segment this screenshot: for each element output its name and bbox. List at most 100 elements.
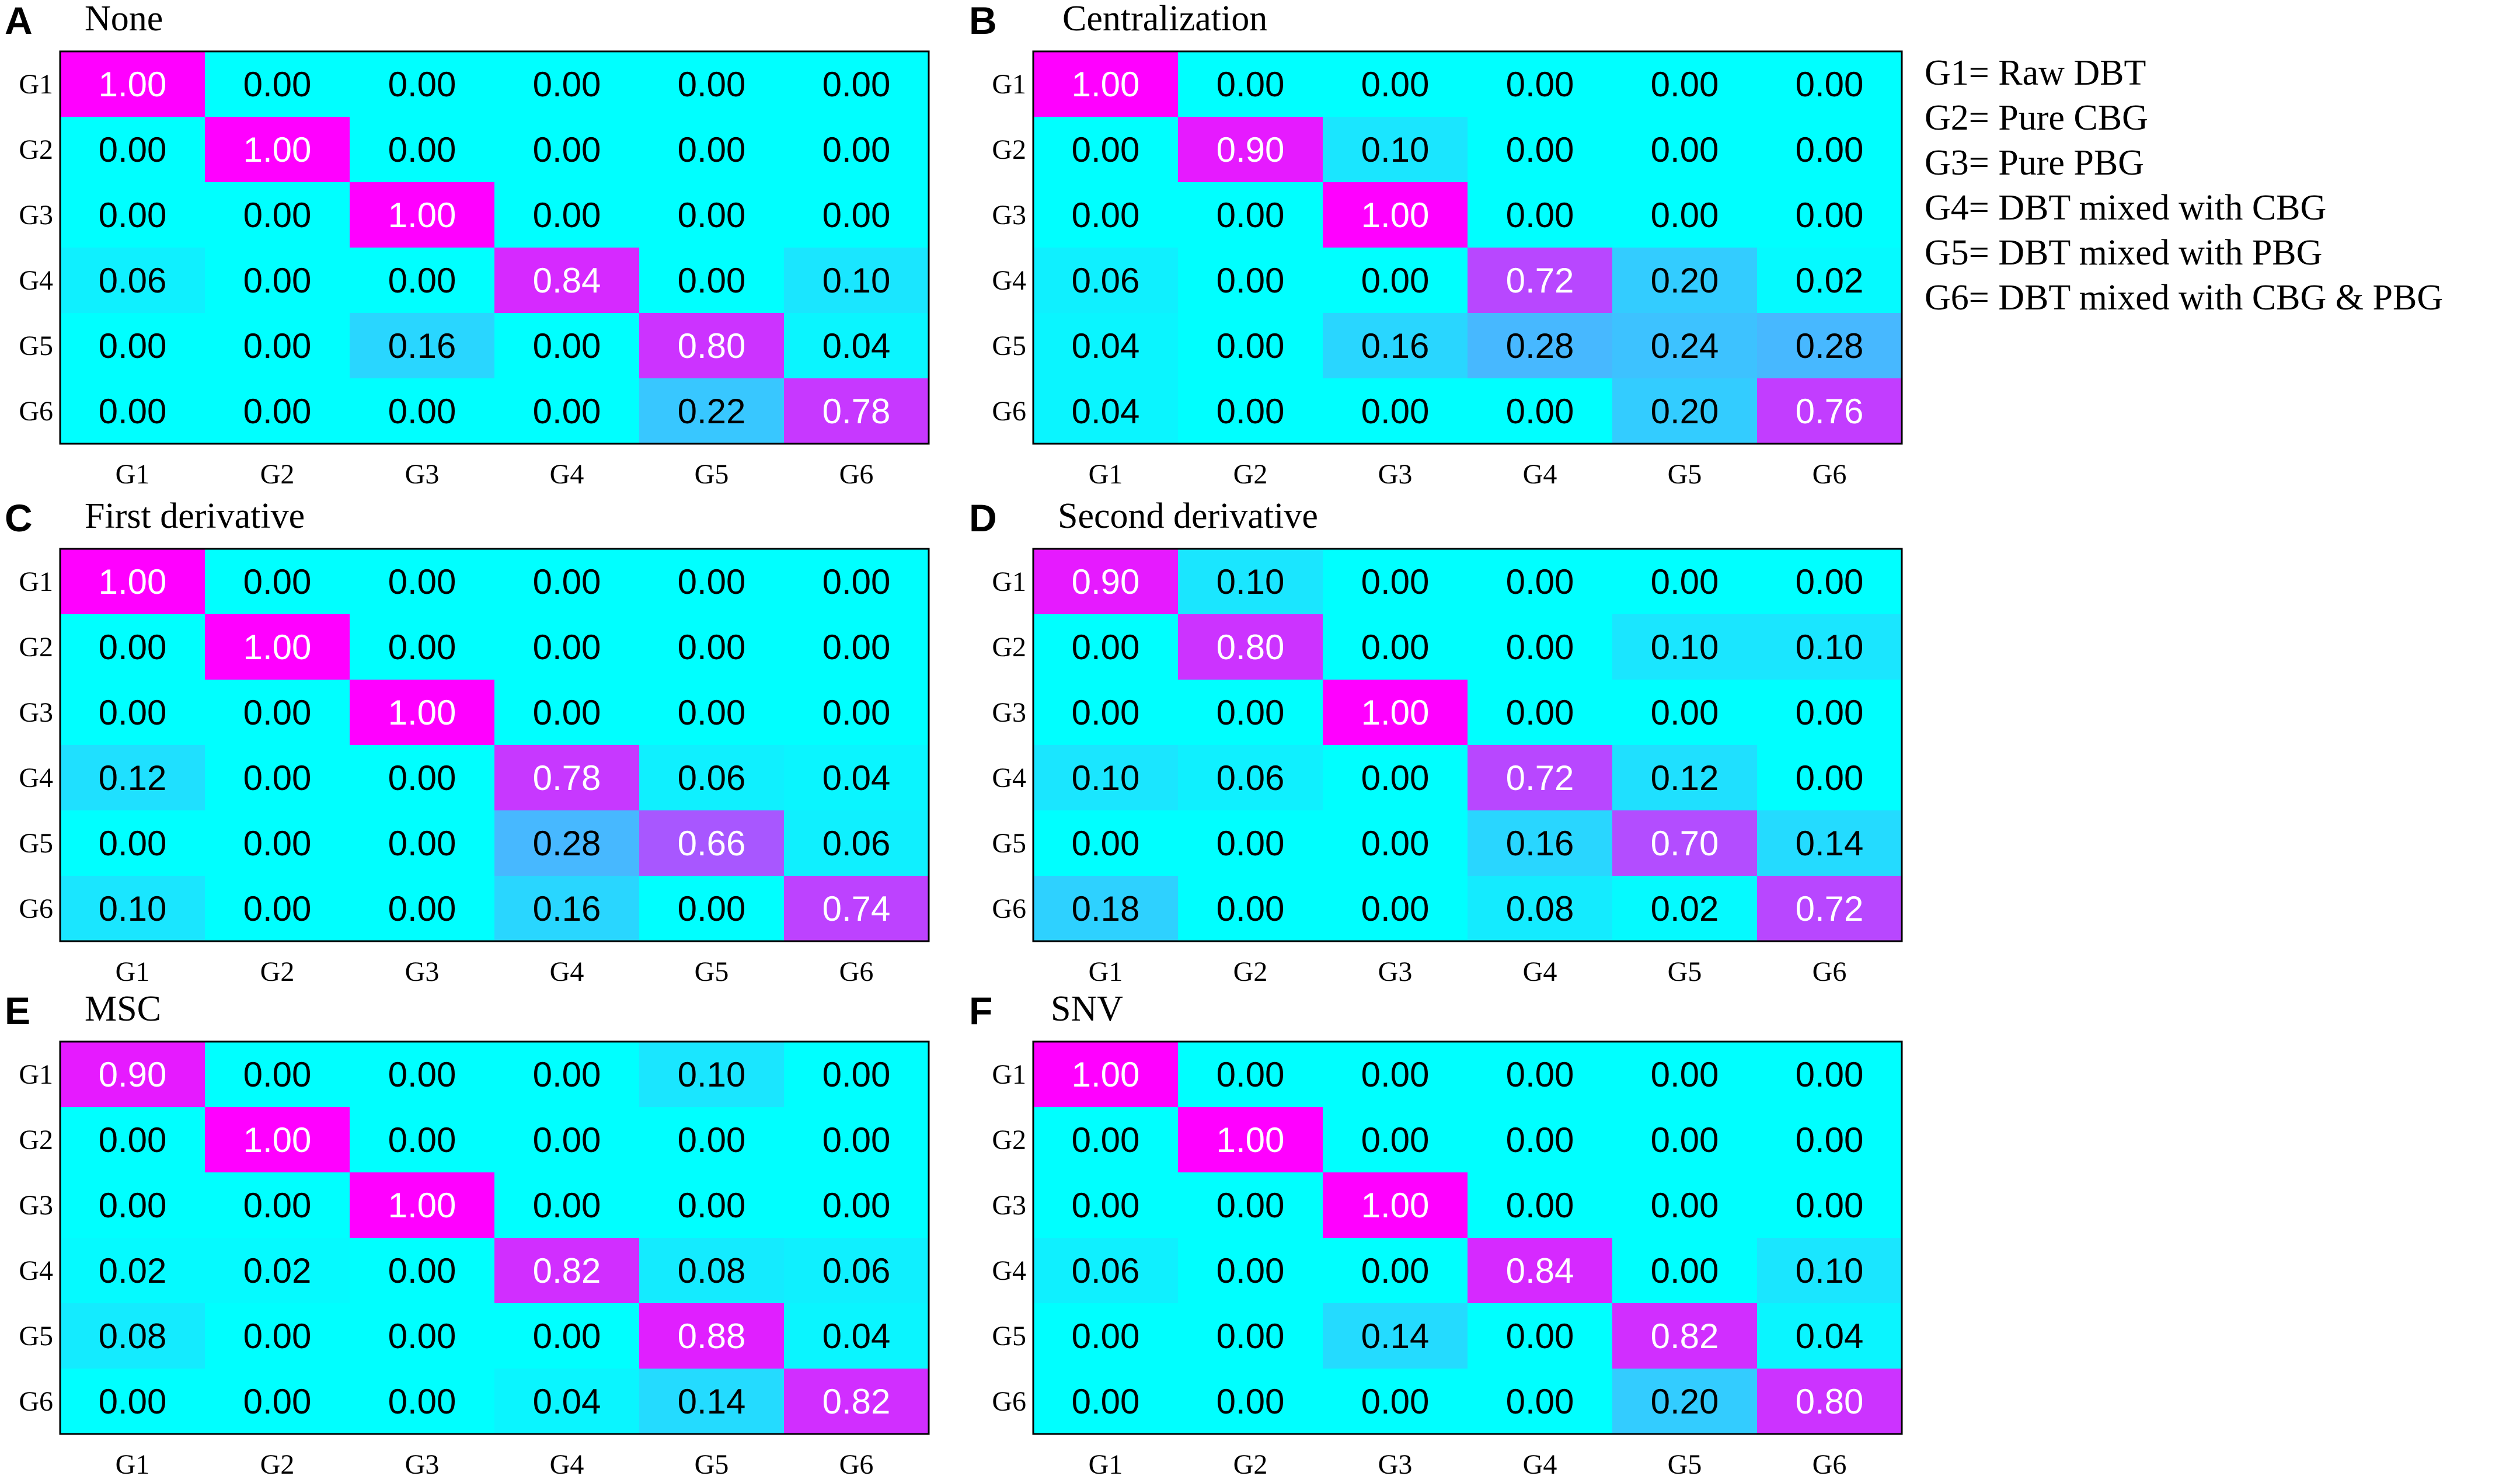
col-label-c-3: G3 <box>405 956 440 987</box>
heatmap-cell-e-r1-c5 <box>639 1042 785 1108</box>
row-label-c-4: G4 <box>19 763 53 793</box>
heatmap-cell-b-r3-c3 <box>1323 182 1468 248</box>
col-label-e-2: G2 <box>260 1449 295 1476</box>
heatmap-cell-f-r2-c1 <box>1033 1107 1179 1173</box>
cell-value-f-r5-c1: 0.00 <box>1072 1317 1140 1356</box>
cell-value-a-r1-c4: 0.00 <box>533 65 601 104</box>
cell-value-c-r2-c1: 0.00 <box>99 628 167 667</box>
heatmap-cell-b-r2-c2 <box>1178 117 1323 183</box>
cell-value-d-r6-c2: 0.00 <box>1217 889 1285 928</box>
cell-value-f-r6-c6: 0.80 <box>1796 1382 1864 1421</box>
heatmap-cell-c-r1-c4 <box>494 549 640 615</box>
heatmap-cell-f-r2-c2 <box>1178 1107 1323 1173</box>
cell-value-b-r3-c6: 0.00 <box>1796 196 1864 235</box>
cell-value-d-r3-c1: 0.00 <box>1072 693 1140 732</box>
heatmap-cell-c-r1-c1 <box>60 549 205 615</box>
heatmap-cell-d-r6-c5 <box>1612 876 1758 942</box>
cell-value-f-r1-c3: 0.00 <box>1361 1055 1430 1094</box>
heatmap-cell-f-r4-c5 <box>1612 1238 1758 1304</box>
cell-value-e-r5-c6: 0.04 <box>822 1317 891 1356</box>
cell-value-d-r4-c1: 0.10 <box>1072 758 1140 798</box>
cell-value-c-r3-c2: 0.00 <box>243 693 312 732</box>
heatmap-cell-e-r4-c3 <box>350 1238 495 1304</box>
cell-value-a-r5-c1: 0.00 <box>99 326 167 365</box>
panel-letter-a: A <box>5 0 33 42</box>
heatmap-cell-d-r1-c3 <box>1323 549 1468 615</box>
row-label-d-1: G1 <box>992 566 1026 597</box>
heatmap-cell-d-r1-c4 <box>1468 549 1613 615</box>
row-label-b-1: G1 <box>992 69 1026 100</box>
col-label-a-5: G5 <box>695 459 729 490</box>
col-label-b-4: G4 <box>1523 459 1557 490</box>
heatmap-cell-e-r1-c4 <box>494 1042 640 1108</box>
cell-value-f-r4-c2: 0.00 <box>1217 1251 1285 1290</box>
cell-value-c-r5-c2: 0.00 <box>243 824 312 863</box>
heatmap-cell-e-r6-c6 <box>784 1369 929 1435</box>
heatmap-cell-b-r3-c6 <box>1757 182 1902 248</box>
heatmap-cell-a-r3-c2 <box>205 182 350 248</box>
row-label-f-4: G4 <box>992 1255 1026 1286</box>
heatmap-cell-c-r4-c4 <box>494 745 640 811</box>
heatmap-cell-a-r1-c3 <box>350 51 495 117</box>
heatmap-cell-a-r3-c6 <box>784 182 929 248</box>
heatmap-cell-b-r5-c4 <box>1468 313 1613 379</box>
heatmap-cell-d-r1-c5 <box>1612 549 1758 615</box>
heatmap-cell-d-r4-c2 <box>1178 745 1323 811</box>
heatmap-cell-a-r2-c3 <box>350 117 495 183</box>
cell-value-b-r1-c4: 0.00 <box>1506 65 1574 104</box>
cell-value-b-r5-c2: 0.00 <box>1217 326 1285 365</box>
heatmap-cell-a-r5-c5 <box>639 313 785 379</box>
cell-value-f-r4-c1: 0.06 <box>1072 1251 1140 1290</box>
heatmap-cell-a-r3-c5 <box>639 182 785 248</box>
cell-value-f-r3-c2: 0.00 <box>1217 1186 1285 1225</box>
cell-value-a-r2-c1: 0.00 <box>99 130 167 169</box>
cell-value-b-r6-c6: 0.76 <box>1796 392 1864 431</box>
heatmap-cell-f-r4-c2 <box>1178 1238 1323 1304</box>
cell-value-b-r3-c1: 0.00 <box>1072 196 1140 235</box>
cell-value-b-r2-c5: 0.00 <box>1651 130 1719 169</box>
heatmap-cell-b-r6-c2 <box>1178 378 1323 444</box>
panel-letter-b: B <box>969 0 997 42</box>
heatmap-cell-a-r2-c5 <box>639 117 785 183</box>
cell-value-f-r3-c3: 1.00 <box>1361 1186 1430 1225</box>
heatmap-cell-f-r6-c1 <box>1033 1369 1179 1435</box>
heatmap-cell-b-r6-c6 <box>1757 378 1902 444</box>
heatmap-cell-c-r2-c3 <box>350 614 495 680</box>
row-label-d-4: G4 <box>992 763 1026 793</box>
heatmap-cell-e-r5-c3 <box>350 1303 495 1369</box>
cell-value-a-r3-c2: 0.00 <box>243 196 312 235</box>
heatmap-cell-a-r3-c3 <box>350 182 495 248</box>
heatmap-cell-f-r6-c2 <box>1178 1369 1323 1435</box>
heatmap-cell-e-r5-c6 <box>784 1303 929 1369</box>
heatmap-cell-b-r2-c5 <box>1612 117 1758 183</box>
heatmap-cell-f-r1-c3 <box>1323 1042 1468 1108</box>
cell-value-e-r1-c6: 0.00 <box>822 1055 891 1094</box>
cell-value-e-r6-c6: 0.82 <box>822 1382 891 1421</box>
col-label-f-5: G5 <box>1668 1449 1702 1476</box>
heatmap-cell-c-r5-c4 <box>494 810 640 876</box>
heatmap-cell-e-r4-c5 <box>639 1238 785 1304</box>
cell-value-a-r6-c4: 0.00 <box>533 392 601 431</box>
heatmap-cell-c-r4-c2 <box>205 745 350 811</box>
heatmap-cell-d-r3-c5 <box>1612 680 1758 746</box>
heatmap-border-f <box>1032 1040 1903 1435</box>
cell-value-e-r3-c4: 0.00 <box>533 1186 601 1225</box>
heatmap-border-c <box>59 548 930 942</box>
heatmap-cell-a-r1-c6 <box>784 51 929 117</box>
cell-value-b-r1-c2: 0.00 <box>1217 65 1285 104</box>
heatmap-border-d <box>1032 548 1903 942</box>
heatmap-cell-e-r1-c2 <box>205 1042 350 1108</box>
cell-value-c-r4-c1: 0.12 <box>99 758 167 798</box>
cell-value-f-r2-c3: 0.00 <box>1361 1120 1430 1160</box>
heatmap-cell-a-r4-c1 <box>60 248 205 314</box>
heatmap-cell-c-r1-c2 <box>205 549 350 615</box>
heatmap-cell-f-r2-c5 <box>1612 1107 1758 1173</box>
cell-value-d-r4-c6: 0.00 <box>1796 758 1864 798</box>
heatmap-cell-f-r4-c3 <box>1323 1238 1468 1304</box>
heatmap-cell-c-r1-c3 <box>350 549 495 615</box>
cell-value-d-r3-c6: 0.00 <box>1796 693 1864 732</box>
heatmap-cell-f-r3-c1 <box>1033 1172 1179 1238</box>
heatmap-cell-d-r2-c4 <box>1468 614 1613 680</box>
row-label-e-5: G5 <box>19 1321 53 1352</box>
cell-value-f-r3-c6: 0.00 <box>1796 1186 1864 1225</box>
